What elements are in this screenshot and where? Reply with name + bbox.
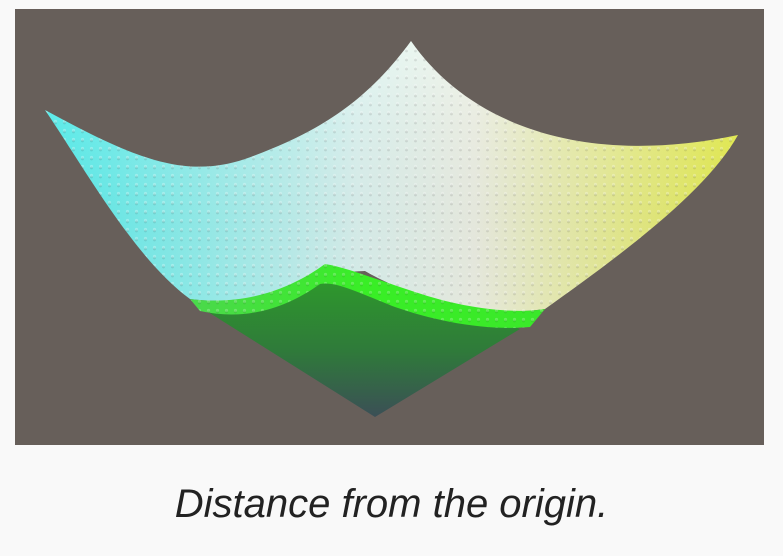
figure-caption: Distance from the origin. (174, 482, 609, 526)
distance-surface-render (45, 41, 738, 417)
render-viewport (15, 9, 764, 445)
